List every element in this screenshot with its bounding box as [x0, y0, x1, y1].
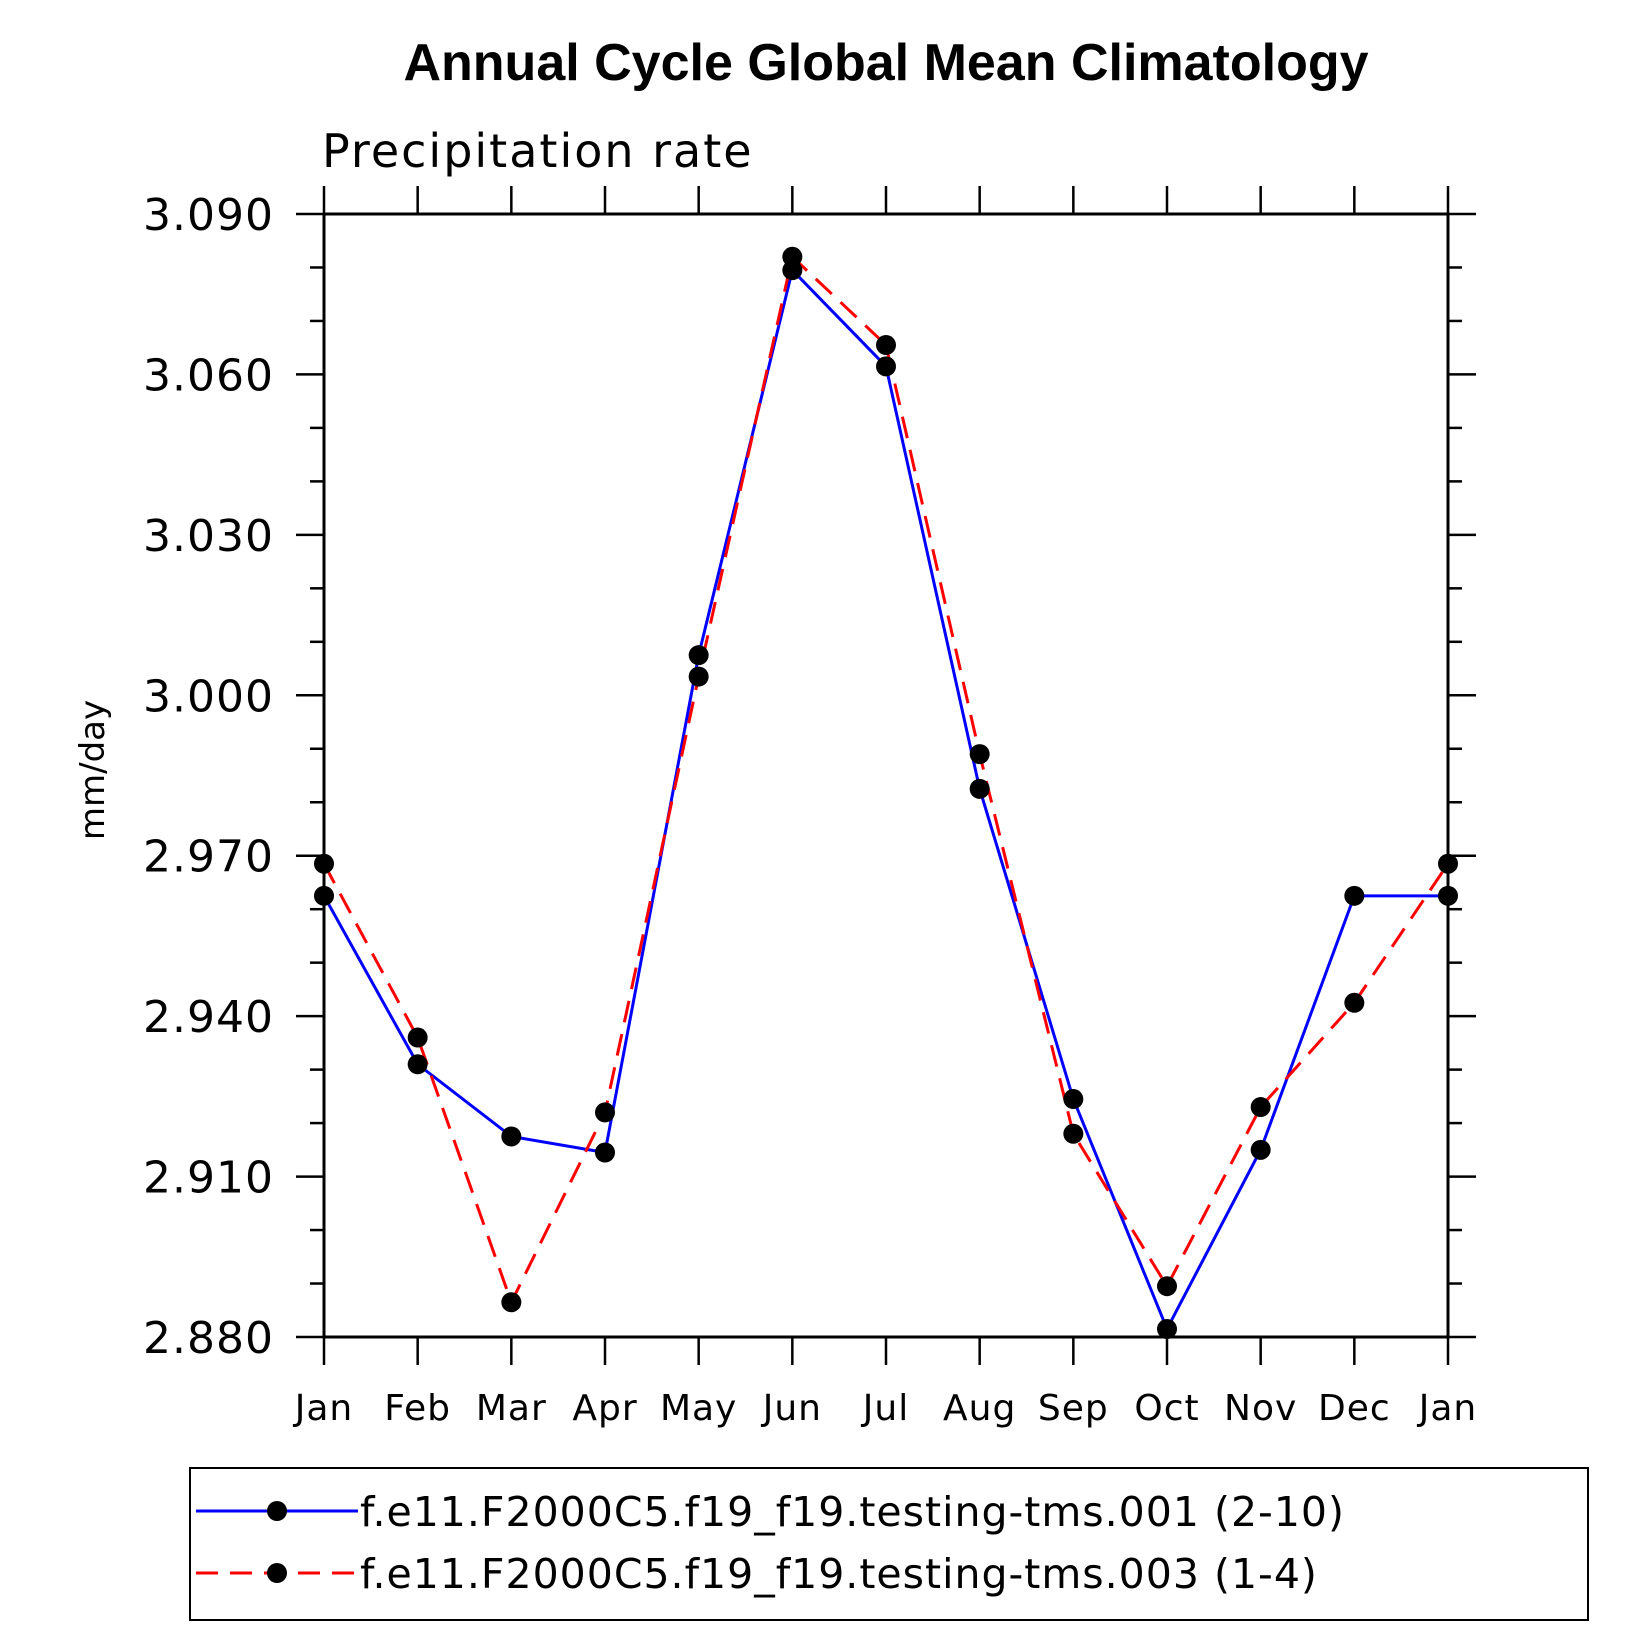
data-point-series-1: [407, 1054, 428, 1075]
y-tick-label: 3.030: [143, 511, 274, 562]
y-axis-label: mm/day: [73, 700, 113, 840]
data-point-series-2: [501, 1292, 522, 1313]
y-tick-label: 3.090: [143, 190, 274, 241]
legend-marker-1: [267, 1501, 287, 1521]
axes: 2.880 2.910 2.940 2.970 3.000 3.030 3.060 3.090…: [143, 186, 1478, 1429]
series-line-2: [322, 253, 1450, 1307]
series-layer: [314, 246, 1458, 1339]
data-point-series-2: [688, 666, 709, 687]
x-tick-label: Jan: [1417, 1388, 1478, 1429]
x-tick-label: Mar: [476, 1388, 547, 1429]
data-point-series-1: [1157, 1318, 1177, 1339]
x-tick-label: Oct: [1134, 1388, 1199, 1429]
x-tick-label: Dec: [1318, 1388, 1391, 1429]
y-tick-label: 2.910: [143, 1153, 274, 1204]
legend-label-1: f.e11.F2000C5.f19_f19.testing-tms.001 (2…: [360, 1488, 1345, 1536]
legend-marker-2: [267, 1563, 287, 1583]
x-tick-label: Apr: [572, 1388, 637, 1429]
plot-frame: [322, 212, 1450, 1339]
data-point-series-2: [1157, 1276, 1177, 1297]
data-point-series-1: [969, 778, 990, 799]
data-point-series-2: [1250, 1097, 1271, 1118]
data-point-series-2: [314, 853, 334, 874]
data-point-series-1: [314, 885, 334, 906]
y-tick-label: 3.060: [143, 350, 274, 401]
data-point-series-1: [1063, 1089, 1084, 1110]
data-point-series-2: [1344, 992, 1365, 1013]
legend-label-2: f.e11.F2000C5.f19_f19.testing-tms.003 (1…: [360, 1550, 1318, 1598]
y-tick-label: 2.940: [143, 992, 274, 1043]
data-point-series-2: [969, 744, 990, 765]
data-point-series-2: [407, 1027, 428, 1048]
x-tick-label: Aug: [943, 1388, 1016, 1429]
data-point-series-1: [501, 1126, 522, 1147]
x-tick-label: Sep: [1038, 1388, 1109, 1429]
x-tick-label: Jul: [861, 1388, 909, 1429]
data-point-series-1: [688, 645, 709, 666]
data-point-series-1: [876, 356, 896, 377]
y-tick-label: 2.970: [143, 832, 274, 883]
y-tick-label: 2.880: [143, 1313, 274, 1364]
data-point-series-2: [876, 335, 896, 356]
x-tick-label: Nov: [1224, 1388, 1297, 1429]
data-point-series-1: [595, 1142, 615, 1163]
data-point-series-2: [1063, 1123, 1084, 1144]
data-point-series-2: [595, 1102, 615, 1123]
series-line-1: [322, 267, 1448, 1333]
chart-title: Annual Cycle Global Mean Climatology: [403, 34, 1368, 92]
data-point-series-2: [1438, 853, 1458, 874]
data-point-series-1: [1344, 885, 1365, 906]
y-tick-label: 3.000: [143, 671, 274, 722]
data-point-series-1: [1438, 885, 1458, 906]
x-tick-label: Jan: [293, 1388, 354, 1429]
x-tick-label: May: [660, 1388, 737, 1429]
legend: f.e11.F2000C5.f19_f19.testing-tms.001 (2…: [189, 1467, 1589, 1621]
data-point-series-2: [782, 246, 803, 267]
x-tick-label: Jun: [761, 1388, 822, 1429]
data-point-series-1: [1250, 1139, 1271, 1160]
chart-subtitle: Precipitation rate: [322, 124, 754, 178]
x-tick-label: Feb: [384, 1388, 451, 1429]
legend-box: [189, 1467, 1589, 1621]
